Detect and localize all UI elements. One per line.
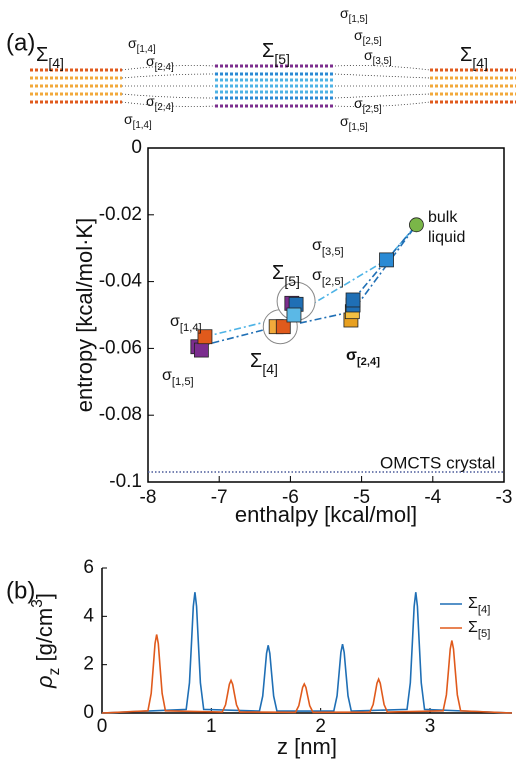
line: [102, 634, 512, 713]
schematic-label: Σ[4]: [36, 44, 64, 70]
schematic-label: σ[2,4]: [146, 53, 174, 73]
legend-label: Σ[5]: [468, 619, 490, 640]
schematic-label: σ[1,5]: [340, 5, 368, 25]
point: [409, 218, 423, 232]
annotation: bulk: [428, 209, 458, 226]
y-tick-label: 4: [83, 605, 94, 626]
y-axis-label: entropy [kcal/mol·K]: [72, 218, 97, 412]
annotation: σ[1,5]: [162, 367, 194, 388]
x-tick-label: -4: [424, 487, 441, 508]
y-tick-label: 2: [83, 654, 94, 675]
legend-label: Σ[4]: [468, 595, 490, 616]
annotation: σ[2,4]: [346, 347, 380, 368]
x-tick-label: 1: [206, 716, 217, 737]
annotation: liquid: [428, 229, 465, 246]
schematic-label: σ[1,5]: [340, 113, 368, 133]
annotation: σ[2,5]: [312, 267, 344, 288]
schematic: [30, 66, 516, 107]
x-axis-label: z [nm]: [277, 734, 337, 759]
point: [380, 253, 394, 267]
schematic-label: σ[1,4]: [124, 111, 152, 131]
schematic-label: Σ[4]: [460, 44, 488, 70]
y-tick-label: 6: [83, 557, 94, 578]
schematic-label: σ[2,5]: [354, 95, 382, 115]
schematic-label: σ[2,5]: [354, 27, 382, 47]
point: [194, 343, 208, 357]
y-tick-label: -0.02: [99, 204, 142, 225]
x-axis-label: enthalpy [kcal/mol]: [235, 502, 417, 527]
x-tick-label: 3: [425, 716, 436, 737]
y-tick-label: 0: [131, 137, 142, 158]
point: [346, 293, 360, 307]
point: [287, 308, 301, 322]
schematic-label: σ[3,5]: [364, 47, 392, 67]
schematic-label: σ[2,4]: [146, 93, 174, 113]
schematic-label: Σ[5]: [262, 40, 290, 66]
annotation: Σ[4]: [250, 350, 278, 376]
panel-label: (a): [6, 29, 35, 56]
y-axis-label: ρz [g/cm3]: [29, 593, 63, 689]
figure: (a)(b)Σ[4]Σ[5]Σ[4]σ[1,4]σ[2,4]σ[2,4]σ[1,…: [0, 0, 516, 765]
annotation: σ[1,4]: [170, 313, 202, 334]
annotation: OMCTS crystal: [380, 453, 495, 472]
x-tick-label: -3: [496, 487, 513, 508]
x-tick-label: 0: [97, 716, 108, 737]
annotation: σ[3,5]: [312, 237, 344, 258]
annotation: Σ[5]: [272, 262, 300, 288]
y-tick-label: -0.06: [99, 337, 142, 358]
y-tick-label: -0.1: [109, 471, 142, 492]
plot-frame: [148, 148, 504, 482]
y-tick-label: -0.08: [99, 404, 142, 425]
y-tick-label: -0.04: [99, 271, 143, 292]
x-tick-label: -8: [140, 487, 157, 508]
x-tick-label: -7: [211, 487, 228, 508]
y-tick-label: 0: [83, 702, 94, 723]
